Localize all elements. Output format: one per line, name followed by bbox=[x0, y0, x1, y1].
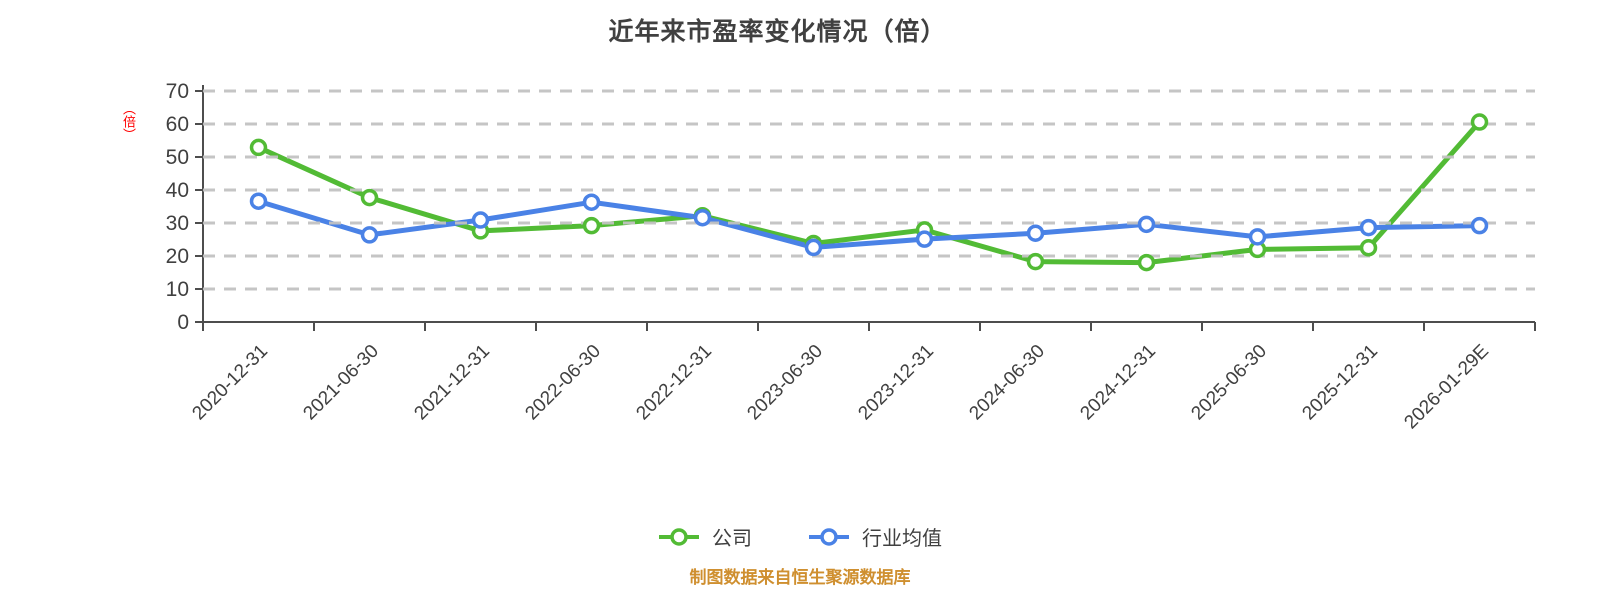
x-axis-tick-label: 2025-12-31 bbox=[1298, 341, 1382, 425]
chart-title: 近年来市盈率变化情况（倍） bbox=[608, 18, 947, 46]
legend-item-industry-average[interactable]: 行业均值 bbox=[808, 522, 942, 551]
industry-average-data-point-marker bbox=[1248, 228, 1267, 246]
x-axis-tick-label: 2023-06-30 bbox=[743, 341, 827, 425]
legend: 公司 行业均值 bbox=[0, 522, 1600, 551]
y-axis-tick-label: 0 bbox=[177, 311, 189, 334]
y-axis-tick-label: 40 bbox=[166, 179, 189, 202]
industry-average-data-point-marker bbox=[360, 226, 379, 244]
axis-line bbox=[202, 85, 1535, 323]
company-data-point-marker bbox=[1137, 253, 1156, 272]
industry-average-line-marker-icon bbox=[808, 527, 850, 546]
industry-average-data-point-marker bbox=[693, 208, 712, 227]
company-data-point-marker bbox=[249, 138, 268, 157]
x-axis-tick-label: 2023-12-31 bbox=[854, 341, 938, 425]
y-axis-tick-label: 30 bbox=[166, 212, 189, 235]
y-axis-tick-label: 60 bbox=[166, 113, 189, 136]
y-axis-tick-label: 10 bbox=[166, 278, 189, 301]
legend-item-company[interactable]: 公司 bbox=[658, 522, 752, 551]
company-data-point-marker bbox=[1359, 239, 1378, 257]
company-data-point-marker bbox=[582, 216, 601, 235]
industry-average-data-point-marker bbox=[1137, 215, 1156, 234]
x-axis-tick-label: 2021-12-31 bbox=[410, 341, 494, 425]
company-data-point-marker bbox=[360, 188, 379, 207]
y-axis-tick-label: 20 bbox=[166, 245, 189, 268]
industry-average-data-point-marker bbox=[1359, 218, 1378, 237]
company-data-point-marker bbox=[1026, 252, 1045, 271]
x-axis-tick-label: 2025-06-30 bbox=[1187, 341, 1271, 425]
y-axis-unit-label: （倍） bbox=[121, 102, 136, 141]
legend-label-company: 公司 bbox=[712, 528, 752, 550]
company-data-point-marker bbox=[1470, 113, 1489, 131]
industry-average-data-point-marker bbox=[1470, 216, 1489, 235]
x-axis-tick-label: 2021-06-30 bbox=[299, 341, 383, 425]
industry-average-data-point-marker bbox=[582, 193, 601, 211]
industry-average-data-point-marker bbox=[915, 230, 934, 248]
y-axis-tick-label: 50 bbox=[166, 146, 189, 169]
x-axis-tick-label: 2022-12-31 bbox=[632, 341, 716, 425]
company-series-line bbox=[256, 119, 1482, 266]
industry-average-data-point-marker bbox=[804, 238, 823, 257]
x-axis-tick-label: 2024-06-30 bbox=[965, 341, 1049, 425]
legend-label-industry-average: 行业均值 bbox=[862, 528, 942, 550]
x-axis-tick-label: 2024-12-31 bbox=[1076, 341, 1160, 425]
industry-average-data-point-marker bbox=[249, 192, 268, 210]
data-source-note: 制图数据来自恒生聚源数据库 bbox=[689, 568, 911, 587]
y-axis-tick-label: 70 bbox=[166, 80, 189, 103]
x-axis-tick-label: 2026-01-29E bbox=[1400, 341, 1493, 434]
x-axis-tick-label: 2020-12-31 bbox=[188, 341, 272, 425]
x-axis-tick-label: 2022-06-30 bbox=[521, 341, 605, 425]
industry-average-data-point-marker bbox=[1026, 224, 1045, 242]
company-line-marker-icon bbox=[658, 527, 700, 546]
industry-average-data-point-marker bbox=[471, 211, 490, 229]
